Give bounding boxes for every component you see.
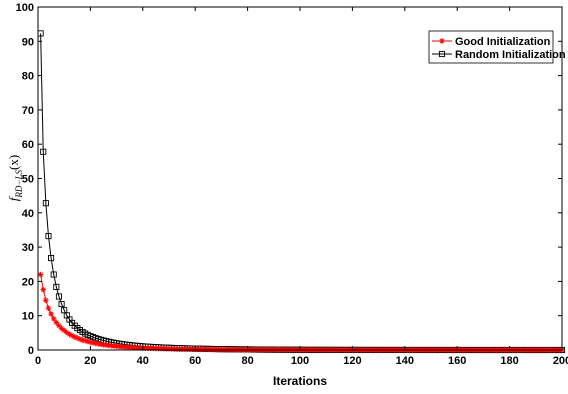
data-point-random — [50, 271, 57, 278]
plot-area — [38, 7, 562, 350]
y-axis-title: fRD−LS(x) — [6, 155, 24, 201]
y-tick-label: 70 — [22, 105, 34, 117]
y-tick-label: 20 — [22, 276, 34, 288]
legend-box — [428, 30, 554, 64]
y-tick-label: 50 — [22, 174, 34, 186]
y-tick-label: 60 — [22, 139, 34, 151]
y-tick-label: 40 — [22, 208, 34, 220]
y-tick-label: 0 — [28, 345, 34, 357]
x-tick-label: 0 — [35, 355, 41, 367]
y-axis-title-main: f — [6, 195, 21, 201]
x-tick-label: 180 — [500, 355, 518, 367]
x-tick-label: 80 — [241, 355, 253, 367]
data-point-random — [55, 293, 63, 300]
svg-text:fRD−LS(x): fRD−LS(x) — [6, 155, 24, 201]
x-tick-label: 40 — [137, 355, 149, 367]
y-tick-label: 80 — [22, 71, 34, 83]
data-point-random — [53, 283, 60, 290]
legend-marker-good-glyph — [439, 38, 445, 44]
ticks-layer: 0 20 40 60 80 100 120 140 160 180 200 0 10 20 30 40 50 60… — [16, 2, 568, 367]
x-tick-label: 100 — [291, 355, 309, 367]
legend-label-random: Random Initialization — [455, 49, 566, 61]
data-point-good — [50, 315, 57, 322]
data-point-random — [48, 255, 55, 262]
x-tick-label: 160 — [448, 355, 466, 367]
legend-marker-random — [438, 50, 446, 58]
x-tick-label: 20 — [84, 355, 96, 367]
y-axis-title-sub: RD−LS — [14, 169, 24, 198]
data-point-good — [48, 311, 54, 317]
data-point-random — [42, 200, 49, 207]
legend: Good Initialization Random Initializatio… — [428, 30, 566, 64]
y-tick-label: 100 — [16, 2, 34, 14]
data-point-random — [45, 233, 52, 240]
x-tick-label: 140 — [396, 355, 414, 367]
data-point-good — [40, 286, 47, 293]
y-tick-label: 90 — [22, 36, 34, 48]
y-tick-label: 10 — [22, 311, 34, 323]
data-point-good — [45, 305, 52, 311]
data-point-good — [37, 271, 44, 278]
y-tick-label: 30 — [22, 242, 34, 254]
data-point-random — [40, 148, 47, 155]
x-tick-label: 200 — [553, 355, 568, 367]
x-axis-title: Iterations — [273, 374, 327, 388]
data-point-good — [43, 297, 49, 304]
x-tick-label: 60 — [189, 355, 201, 367]
legend-label-good: Good Initialization — [455, 36, 551, 48]
y-axis-title-arg: (x) — [6, 155, 21, 170]
x-tick-label: 120 — [343, 355, 361, 367]
legend-marker-random-glyph — [438, 50, 446, 58]
legend-marker-good — [439, 38, 445, 44]
data-point-random — [58, 300, 65, 308]
